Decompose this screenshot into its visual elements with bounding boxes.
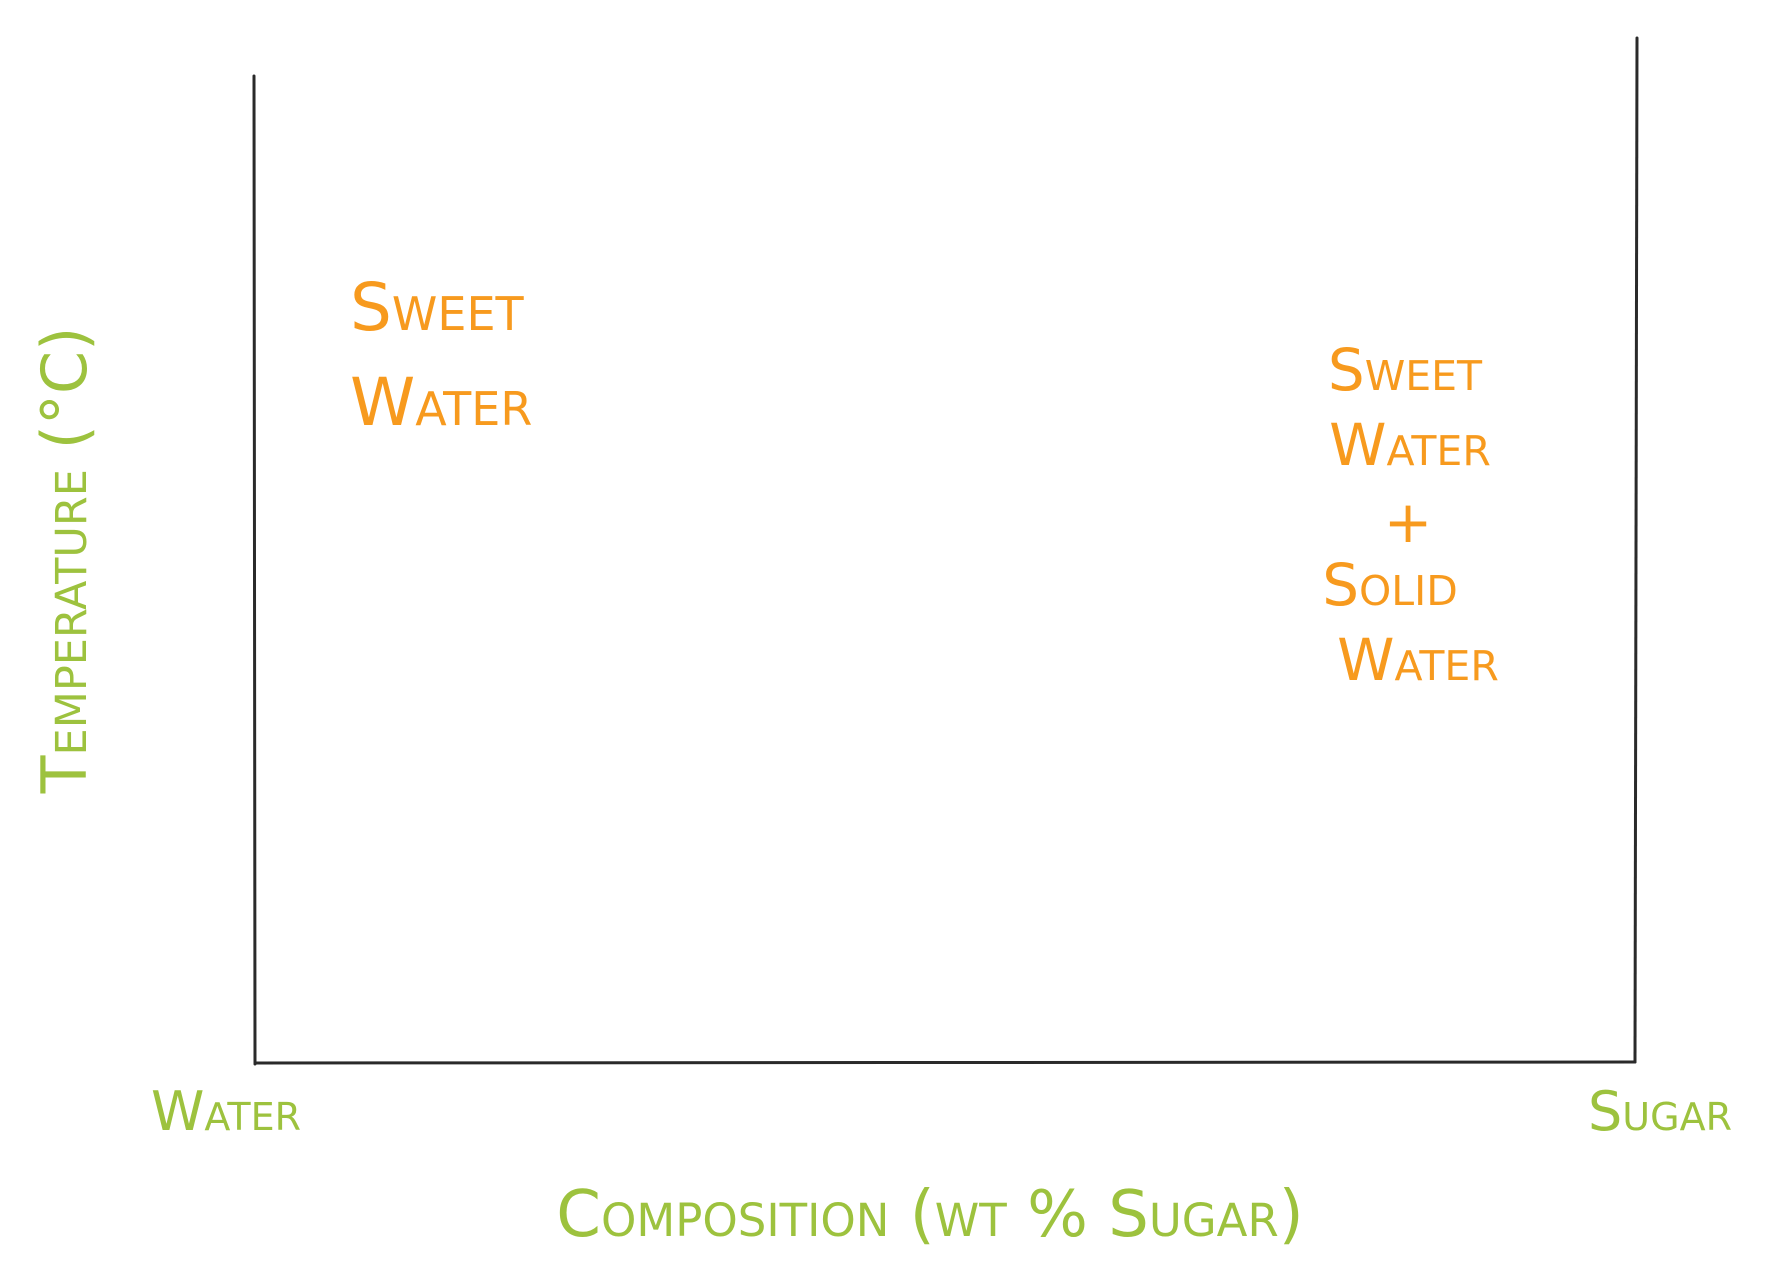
x-axis-left-end-label: Water <box>151 1080 301 1143</box>
region-left-line-2: Water <box>350 364 532 441</box>
y-axis-label: Temperature (°C) <box>28 327 101 795</box>
x-axis-right-end-label: Sugar <box>1588 1080 1732 1143</box>
region-right-line-2: Water <box>1329 411 1491 479</box>
y-axis-left-line <box>252 74 257 1066</box>
x-axis-line <box>253 1060 1637 1065</box>
region-label-right: Sweet Water + Solid Water <box>1322 336 1499 694</box>
region-right-line-5: Water <box>1337 626 1499 694</box>
region-right-line-4: Solid <box>1322 551 1458 619</box>
region-left-line-1: Sweet <box>350 269 525 346</box>
region-label-left: Sweet Water <box>350 269 532 441</box>
region-right-line-3: + <box>1384 488 1433 556</box>
region-right-line-1: Sweet <box>1328 336 1483 404</box>
x-axis-label: Composition (wt % Sugar) <box>556 1178 1303 1252</box>
y-axis-right-line <box>1633 36 1639 1064</box>
